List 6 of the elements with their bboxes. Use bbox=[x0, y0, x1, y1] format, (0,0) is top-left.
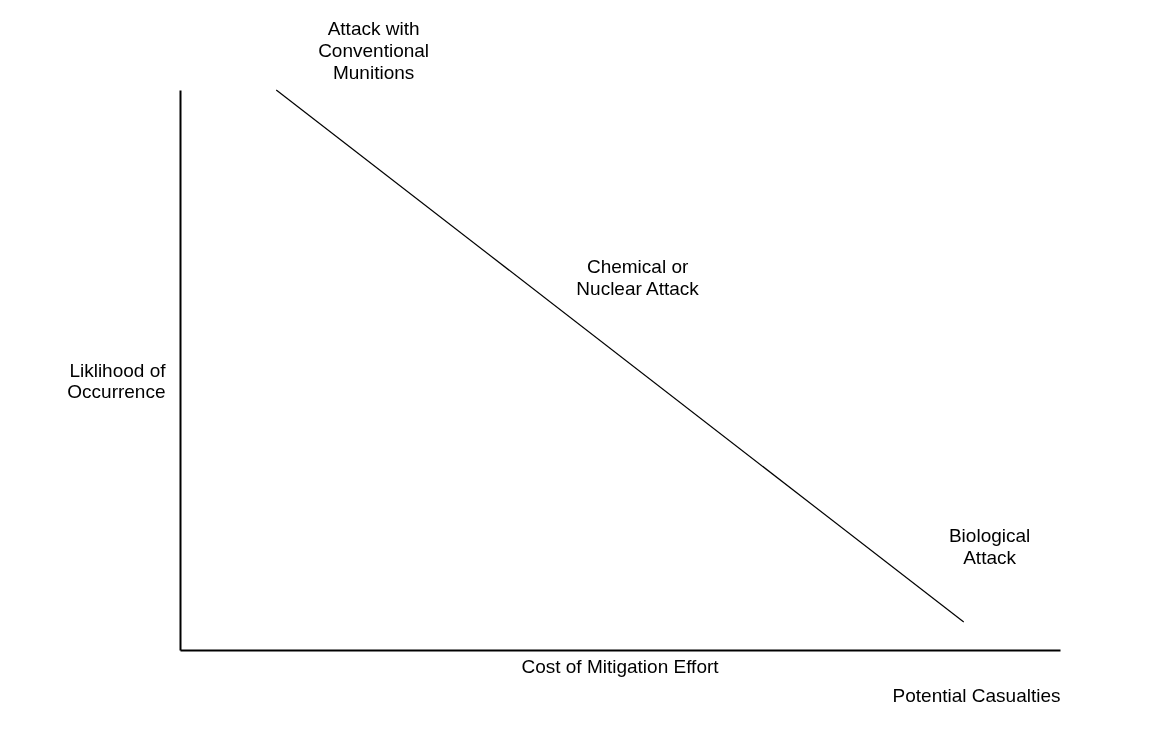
text: Cost of Mitigation Effort bbox=[521, 656, 720, 677]
annotation: Biological Attack bbox=[948, 524, 1031, 568]
y-axis-title: Liklihood of Occurrence bbox=[67, 359, 167, 402]
annotation: Chemical or Nuclear Attack bbox=[576, 256, 700, 299]
x-axis-title: Potential Casualties bbox=[892, 684, 1061, 706]
text: Attack with Conventional Munitions bbox=[318, 18, 430, 83]
